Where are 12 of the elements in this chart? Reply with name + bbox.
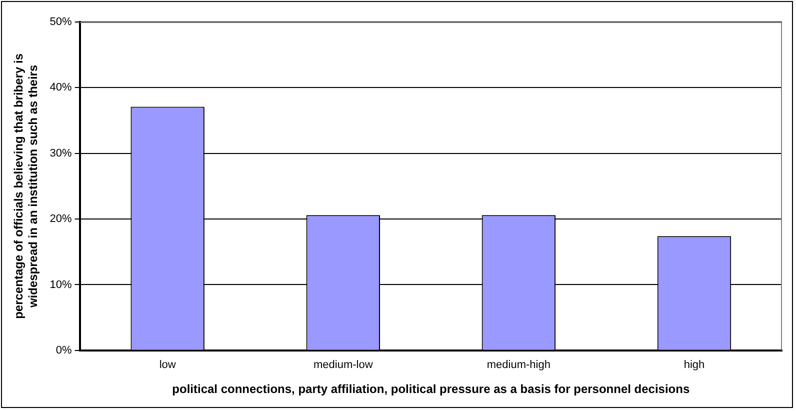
x-tick-label: high — [684, 359, 705, 372]
y-tick-label: 0% — [56, 344, 72, 356]
y-axis-title: percentage of officials believing that bribery is widespread in an institution such as theirs — [12, 53, 40, 319]
x-axis-title: political connections, party affiliation, political pressure as a basis for personnel decisions — [172, 382, 690, 396]
x-tick-label: low — [159, 359, 176, 372]
y-tick-label: 30% — [50, 147, 72, 160]
y-tick-label: 10% — [50, 278, 72, 291]
y-tick-label: 50% — [50, 16, 72, 28]
x-tick-label: medium-low — [313, 359, 373, 372]
x-tick-label: medium-high — [486, 359, 550, 372]
y-tick-label: 20% — [50, 213, 72, 226]
y-tick-label: 40% — [50, 82, 72, 94]
